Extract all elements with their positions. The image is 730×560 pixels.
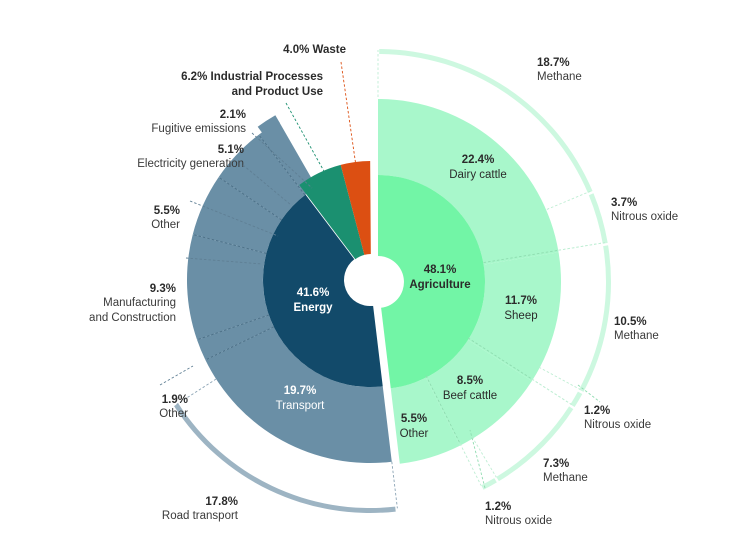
road-transport-divider-end (176, 378, 217, 405)
ipp-label-line-1: 6.2% Industrial Processes (181, 71, 323, 83)
waste-slice (340, 161, 371, 255)
energy-other-1.9-name-label: Other (159, 408, 188, 420)
fugitive-emissions-name-label: Fugitive emissions (151, 123, 246, 135)
manufacturing-construction-pct-label: 9.3% (150, 283, 176, 295)
road-transport-divider-start (391, 461, 398, 509)
energy-outer-slice-5 (218, 134, 305, 220)
fugitive-emissions-tip (257, 115, 280, 135)
dairy-methane-pct-label: 18.7% (537, 57, 570, 69)
agriculture-pct-label: 48.1% (424, 264, 457, 276)
sheep-nitrous-pct-label: 1.2% (584, 405, 610, 417)
energy-divider-5 (258, 134, 306, 196)
energy-outer-slice-4 (192, 177, 282, 254)
waste-leader (340, 61, 358, 174)
agriculture-outer-slice-1 (378, 99, 559, 265)
energy-other-5.5-pct-label: 5.5% (154, 205, 180, 217)
road-transport-name-label: Road transport (162, 510, 239, 522)
agriculture-gas-divider-6 (471, 436, 497, 478)
sheep-methane-name-label: Methane (614, 330, 659, 342)
beef-cattle-pct-label: 8.5% (457, 375, 483, 387)
energy-inner-slice (263, 194, 383, 388)
energy-outer-slice-1 (205, 326, 392, 464)
sheep-name-label: Sheep (504, 310, 537, 322)
electricity-generation-pct-label: 5.1% (218, 144, 244, 156)
manufacturing-construction-name-label-2: and Construction (89, 312, 176, 324)
agriculture-gas-divider-2 (546, 190, 591, 210)
beef-methane-name-label: Methane (543, 472, 588, 484)
sheep-nitrous-leader (577, 384, 601, 403)
agriculture-divider-2 (467, 337, 533, 380)
transport-name-label: Transport (276, 400, 326, 412)
dairy-cattle-pct-label: 22.4% (462, 154, 495, 166)
transport-pct-label: 19.7% (284, 385, 317, 397)
agriculture-outer-slice-3 (425, 339, 532, 446)
ipp-slice (299, 164, 365, 260)
manufacturing-construction-name-label: Manufacturing (103, 297, 176, 309)
ipp-leader (285, 102, 331, 183)
dairy-methane-name-label: Methane (537, 71, 582, 83)
fugitive-emissions-pct-label: 2.1% (220, 109, 246, 121)
energy-other-1.9-pct-label: 1.9% (162, 394, 188, 406)
dairy-nitrous-pct-label: 3.7% (611, 197, 637, 209)
agriculture-gas-arc-2 (588, 193, 608, 244)
energy-divider-1 (205, 326, 274, 361)
energy-divider-3 (192, 234, 267, 254)
sheep-methane-pct-label: 10.5% (614, 316, 647, 328)
agriculture-gas-arc-5 (496, 406, 574, 482)
center-hole (349, 256, 399, 306)
sheep-pct-label: 11.7% (505, 295, 537, 307)
agriculture-gas-divider-end-beef-cattle (459, 443, 482, 486)
agriculture-inner-slice (378, 175, 486, 389)
energy-other-5.5-leader (189, 200, 279, 237)
beef-cattle-name-label: Beef cattle (443, 390, 497, 402)
agriculture-gas-divider-4 (538, 366, 581, 390)
energy-pct-label: 41.6% (297, 287, 330, 299)
waste-label: 4.0% Waste (283, 44, 346, 56)
beef-nitrous-name-label: Nitrous oxide (485, 515, 552, 527)
energy-divider-4 (218, 176, 282, 221)
manufacturing-leader (185, 257, 263, 265)
agriculture-divider-3 (425, 375, 461, 444)
road-transport-pct-label: 17.8% (205, 496, 238, 508)
agriculture-other-name-label: Other (400, 428, 429, 440)
agriculture-outer-slice-2 (467, 252, 561, 382)
agriculture-gas-divider-3 (558, 242, 606, 251)
agriculture-gas-divider-5 (531, 378, 572, 405)
dairy-cattle-name-label: Dairy cattle (449, 169, 507, 181)
energy-outer-slice-3 (186, 234, 269, 340)
energy-divider-2 (196, 314, 270, 341)
ipp-label-line-2: and Product Use (232, 86, 323, 98)
agriculture-gas-arc-6 (481, 478, 497, 490)
fugitive-leader (251, 132, 313, 189)
energy-other-1.9-leader (159, 365, 194, 386)
sheep-nitrous-name-label: Nitrous oxide (584, 419, 651, 431)
beef-nitrous-pct-label: 1.2% (485, 501, 511, 513)
dairy-nitrous-name-label: Nitrous oxide (611, 211, 678, 223)
energy-other-5.5-name-label: Other (151, 219, 180, 231)
agriculture-gas-arc-3 (579, 245, 611, 392)
energy-outer-slice-6 (258, 121, 317, 196)
agriculture-name-label: Agriculture (409, 279, 470, 291)
beef-methane-pct-label: 7.3% (543, 458, 569, 470)
electricity-leader (242, 164, 292, 206)
energy-outer-slice-2 (197, 314, 274, 360)
agriculture-other-pct-label: 5.5% (401, 413, 427, 425)
agriculture-gas-arc-1 (379, 49, 593, 193)
electricity-generation-name-label: Electricity generation (137, 158, 244, 170)
energy-name-label: Energy (294, 302, 334, 314)
agriculture-outer-slice-4 (390, 377, 461, 464)
agriculture-gas-arc-4 (570, 391, 583, 408)
agriculture-divider-1 (483, 249, 559, 264)
beef-nitrous-leader (469, 429, 486, 489)
